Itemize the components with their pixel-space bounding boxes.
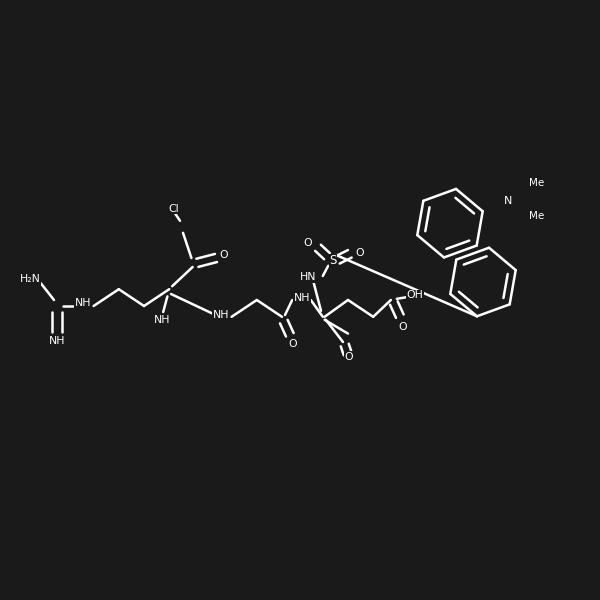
Text: S: S [329, 254, 337, 268]
Text: H₂N: H₂N [20, 274, 40, 284]
Text: O: O [304, 238, 312, 248]
Text: NH: NH [212, 310, 229, 320]
Text: Me: Me [529, 211, 544, 221]
Text: OH: OH [406, 290, 423, 300]
Text: Cl: Cl [169, 204, 179, 214]
Text: NH: NH [154, 316, 170, 325]
Text: O: O [289, 339, 297, 349]
Text: NH: NH [293, 293, 310, 303]
Text: O: O [398, 322, 407, 332]
Text: O: O [219, 250, 227, 260]
Text: O: O [344, 352, 353, 362]
Text: N: N [503, 196, 512, 206]
Text: Me: Me [529, 178, 544, 188]
Text: HN: HN [299, 272, 316, 282]
Text: NH: NH [49, 336, 65, 346]
Text: NH: NH [74, 298, 91, 308]
Text: O: O [356, 248, 364, 257]
